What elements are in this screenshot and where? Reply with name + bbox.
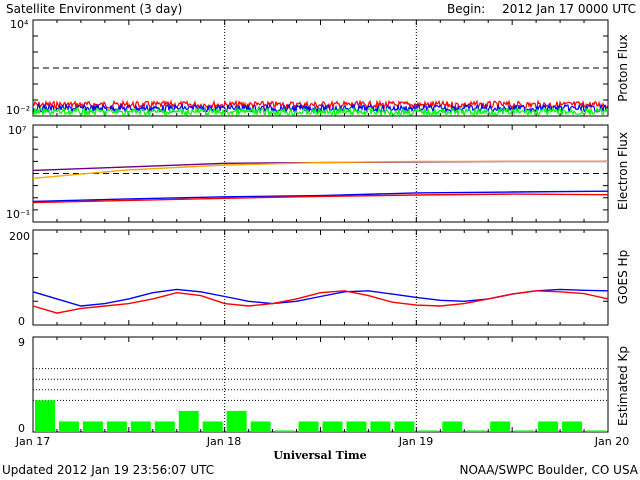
electron-series-orange — [32, 160, 608, 179]
xtick-jan17: Jan 17 — [15, 435, 50, 448]
kp-bar — [418, 430, 439, 432]
estimated-kp-label: Estimated Kp — [616, 346, 630, 426]
proton-flux-label: Proton Flux — [616, 34, 630, 101]
kp-bar — [322, 421, 343, 432]
xtick-jan18: Jan 18 — [206, 435, 241, 448]
panel-frame-2 — [32, 229, 609, 326]
kp-bar — [250, 421, 271, 432]
electron-ytick-bottom: 10⁻¹ — [6, 208, 30, 221]
electron-series-blue — [32, 190, 609, 203]
kp-bar — [106, 421, 127, 432]
hp-series-blue — [32, 288, 609, 307]
electron-ytick-top: 10⁷ — [8, 124, 26, 137]
panel-frame-1 — [32, 124, 609, 223]
kp-bar — [226, 410, 247, 432]
kp-bar — [586, 430, 606, 432]
goes-ytick-bottom: 0 — [18, 315, 25, 328]
proton-series-blue — [32, 102, 609, 115]
proton-ytick-top: 10⁴ — [10, 18, 29, 31]
kp-bar — [178, 410, 199, 432]
kp-bar — [514, 430, 535, 432]
panel-frames — [32, 19, 609, 433]
begin-value: 2012 Jan 17 0000 UTC — [502, 2, 636, 16]
kp-bar — [538, 421, 559, 432]
kp-bar — [370, 421, 391, 432]
kp-bar — [154, 421, 175, 432]
kp-bar — [274, 430, 295, 432]
x-axis-label: Universal Time — [273, 449, 366, 462]
kp-bar — [490, 421, 511, 432]
kp-bar — [35, 400, 55, 432]
kp-ytick-top: 9 — [18, 336, 25, 349]
proton-ytick-bottom: 10⁻² — [6, 104, 30, 117]
proton-series-green — [32, 106, 609, 118]
kp-bar — [298, 421, 319, 432]
goes-hp-label: GOES Hp — [616, 250, 630, 304]
kp-bar — [346, 421, 367, 432]
panel-frame-0 — [32, 19, 609, 117]
xtick-jan19: Jan 19 — [398, 435, 433, 448]
updated-timestamp: Updated 2012 Jan 19 23:56:07 UTC — [2, 463, 214, 477]
kp-bar — [394, 421, 415, 432]
credit-text: NOAA/SWPC Boulder, CO USA — [460, 463, 639, 477]
proton-series-red — [32, 98, 609, 111]
kp-bar — [82, 421, 103, 432]
kp-bar — [58, 421, 79, 432]
panel-frame-3 — [32, 336, 609, 433]
kp-bar — [442, 421, 463, 432]
xtick-jan20: Jan 20 — [594, 435, 629, 448]
electron-flux-label: Electron Flux — [616, 132, 630, 210]
kp-bar — [202, 421, 223, 432]
hp-series-red — [32, 290, 609, 314]
kp-bar — [130, 421, 151, 432]
kp-bar — [562, 421, 583, 432]
kp-ytick-bottom: 0 — [18, 422, 25, 435]
chart-data-layer — [32, 98, 609, 432]
goes-ytick-top: 200 — [9, 230, 30, 243]
chart-title: Satellite Environment (3 day) — [6, 2, 182, 16]
kp-bar — [466, 430, 487, 432]
electron-series-red — [32, 193, 609, 204]
begin-label: Begin: — [447, 2, 485, 16]
